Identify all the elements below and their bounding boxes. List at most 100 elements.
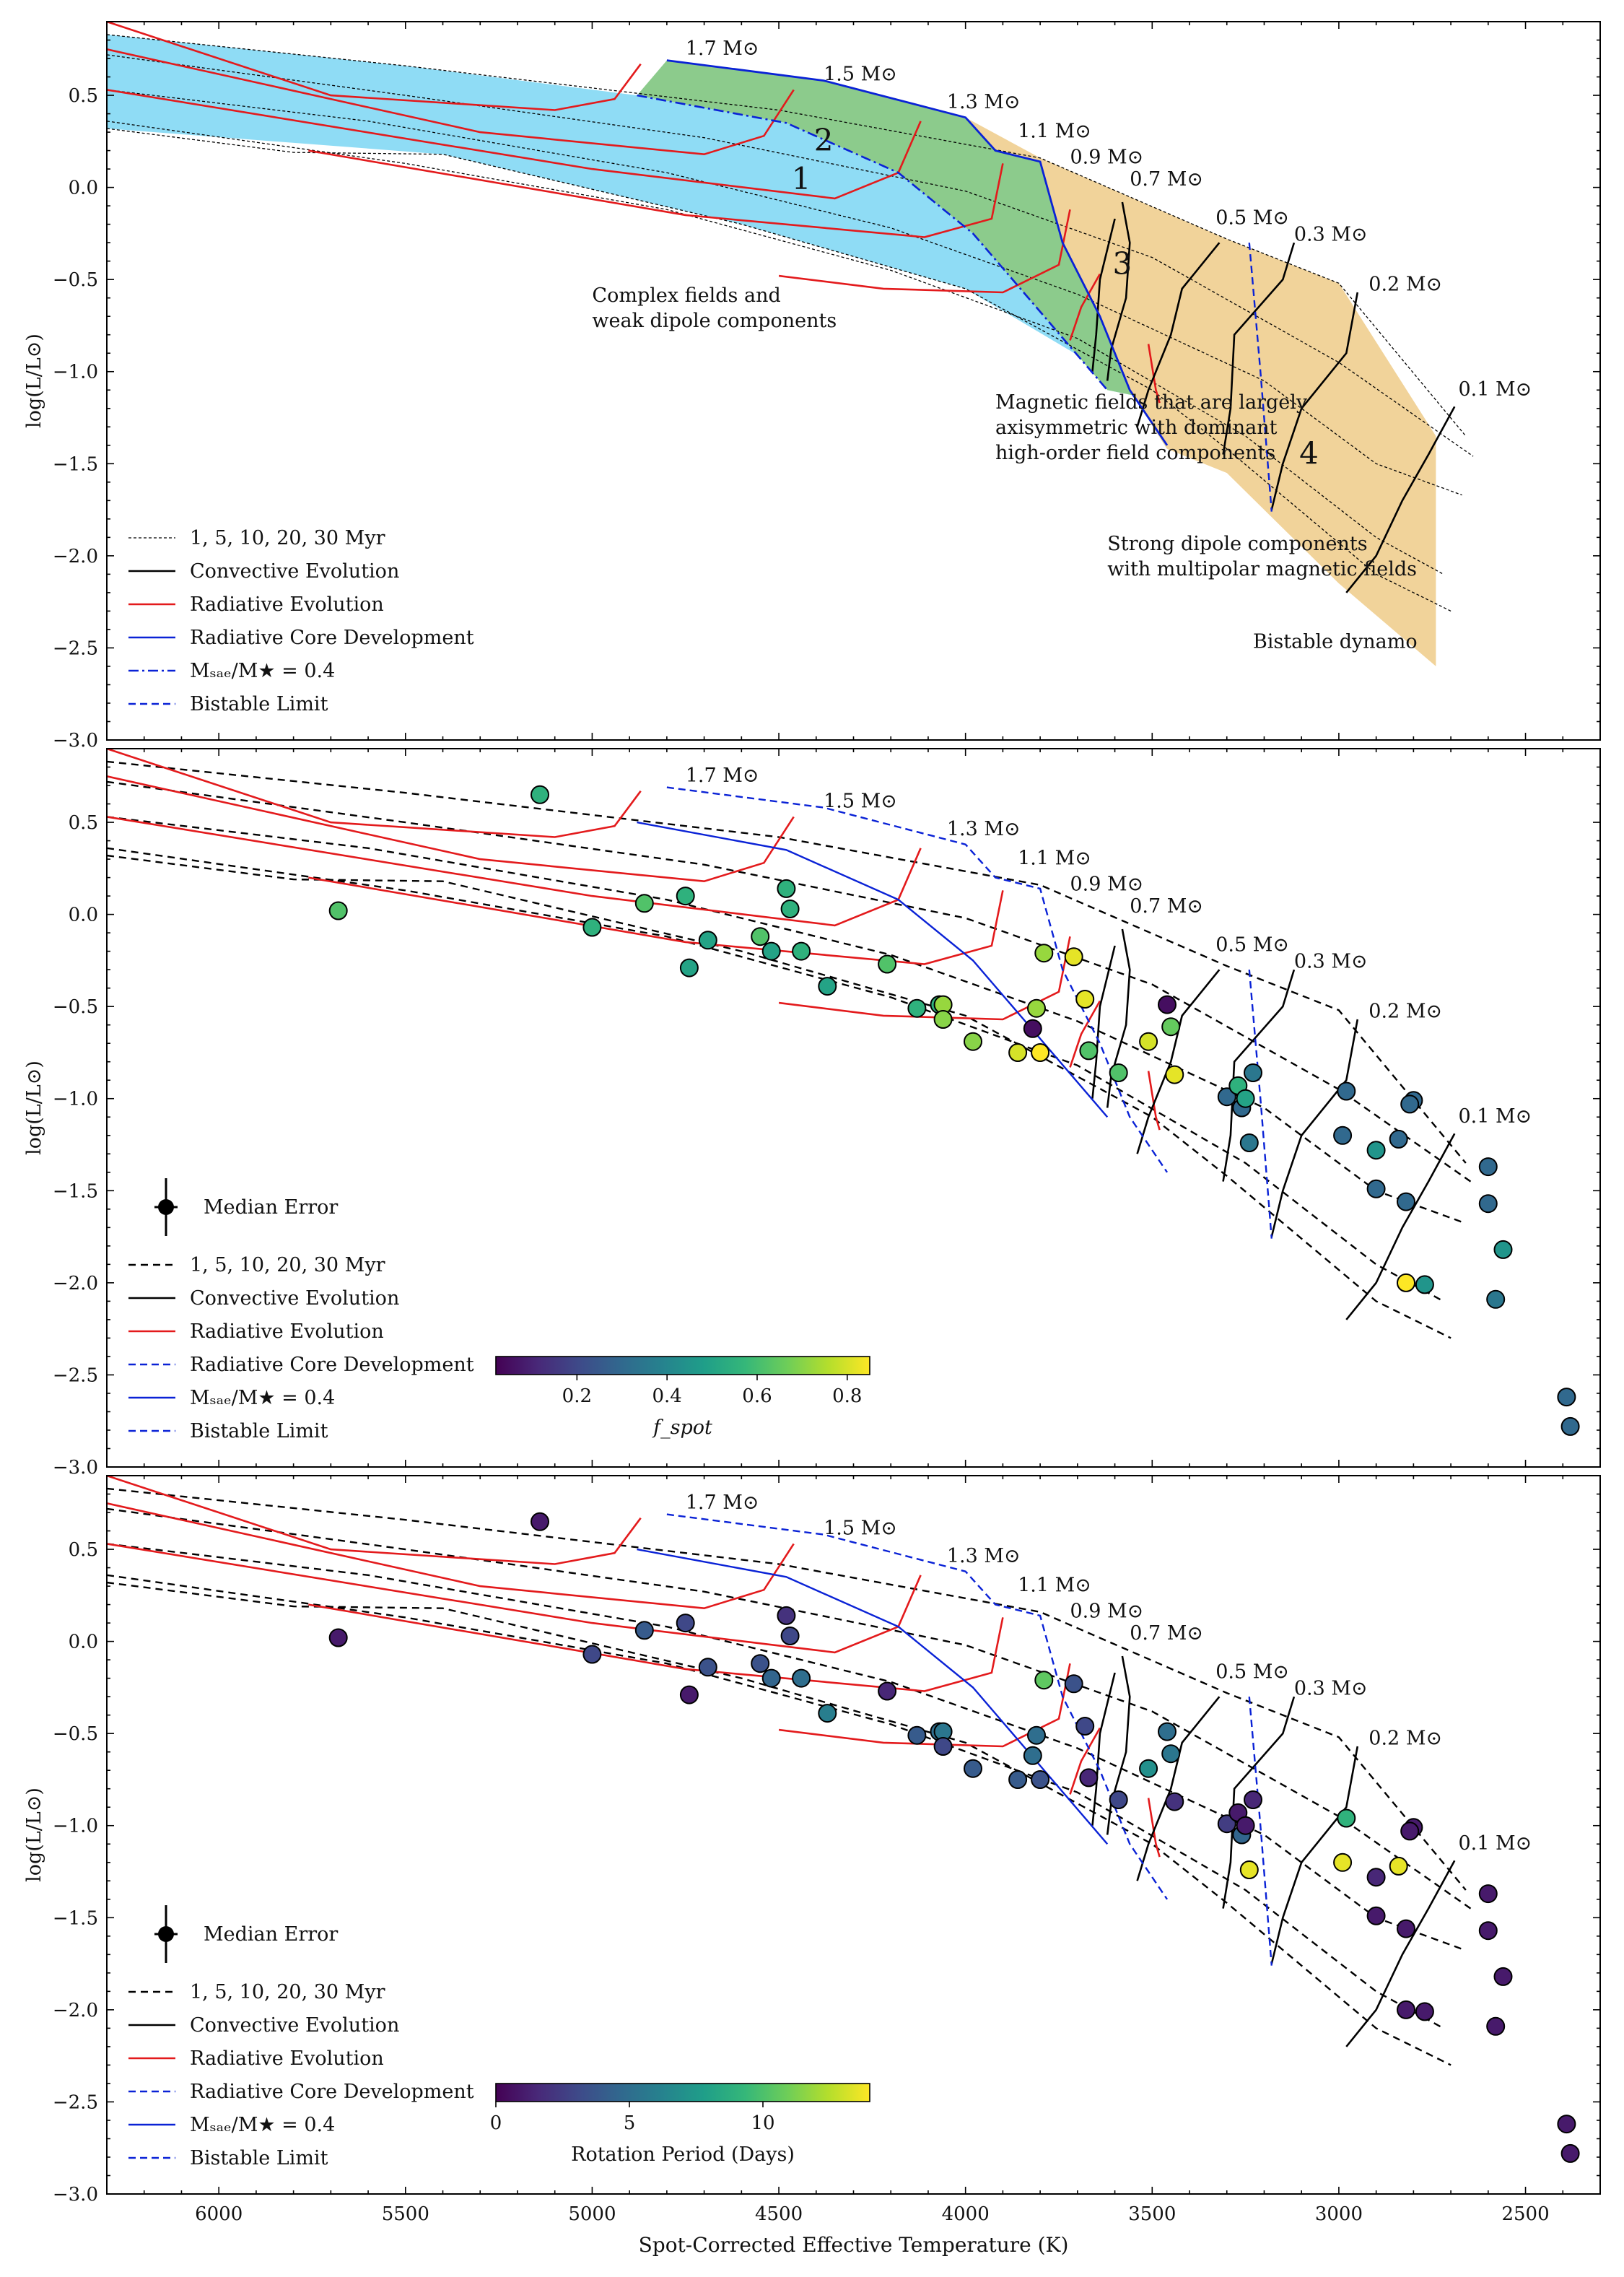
isochrone-1 <box>107 34 1467 437</box>
legend-label: 1, 5, 10, 20, 30 Myr <box>190 527 385 549</box>
legend: 1, 5, 10, 20, 30 Myr Convective Evolution… <box>128 1981 474 2169</box>
isochrone-4 <box>107 847 1444 1302</box>
bistable-limit-line <box>1248 970 1272 1239</box>
mass-label: 1.3 M⊙ <box>947 818 1021 840</box>
star-point <box>582 918 602 937</box>
mass-label: 0.1 M⊙ <box>1458 1105 1532 1128</box>
mass-label: 0.7 M⊙ <box>1130 1622 1203 1645</box>
radiative-track-1 <box>107 22 642 111</box>
x-tick-label: 3000 <box>1315 2203 1363 2225</box>
radiative-track-6 <box>1069 273 1101 341</box>
star-point <box>1075 990 1095 1009</box>
annotation-line: weak dipole components <box>592 310 837 332</box>
star-point <box>1079 1041 1099 1061</box>
bistable-limit-line <box>1248 1697 1272 1966</box>
convective-track-3 <box>1136 242 1221 427</box>
mrad-ratio-line <box>637 94 1109 391</box>
mass-label: 1.1 M⊙ <box>1018 121 1091 143</box>
mass-label: 1.1 M⊙ <box>1018 848 1091 870</box>
convective-track-6 <box>1345 1133 1456 1320</box>
radiative-track-5 <box>778 936 1071 1021</box>
y-tick-label: −1.0 <box>53 362 98 383</box>
star-point <box>328 901 348 920</box>
region-label-1: 1 <box>792 161 811 196</box>
star-point <box>634 1621 654 1640</box>
annotation-line: high-order field components <box>995 442 1275 464</box>
star-point <box>818 977 837 996</box>
y-tick-label: −3.0 <box>53 2184 98 2206</box>
legend-label: Mₛₐₑ/M★ = 0.4 <box>190 2114 335 2136</box>
region-3-4-fill <box>965 117 1436 666</box>
star-point <box>1158 1722 1176 1741</box>
panel-2: 1.7 M⊙ 1.5 M⊙ 1.3 M⊙ 1.1 M⊙ 0.9 M⊙0.7 M⊙ 0.5 … <box>23 748 1601 1479</box>
star-point <box>907 1725 927 1745</box>
star-point <box>1397 1273 1415 1292</box>
y-tick-label: 0.5 <box>69 1539 98 1561</box>
legend-label: Convective Evolution <box>190 1287 399 1310</box>
star-point <box>777 1606 796 1625</box>
colorbar-tick-label: 0.2 <box>562 1385 592 1407</box>
star-point <box>907 998 927 1018</box>
star-point <box>1031 1770 1050 1789</box>
y-tick-label: 0.0 <box>69 1632 98 1653</box>
x-tick-label: 3500 <box>1128 2203 1176 2225</box>
annotation-line: Strong dipole components <box>1107 533 1367 555</box>
convective-track-6 <box>1345 406 1456 593</box>
radiative-track-4 <box>308 1603 1004 1692</box>
star-point <box>1236 1089 1255 1108</box>
star-point <box>1161 1017 1181 1037</box>
region-1-fill <box>107 34 1153 400</box>
star-point <box>1557 2115 1576 2134</box>
star-point <box>676 887 695 906</box>
mass-label: 0.9 M⊙ <box>1070 1600 1144 1622</box>
convective-track-4 <box>1222 969 1296 1182</box>
mass-label: 0.1 M⊙ <box>1458 378 1532 401</box>
radiative-track-3 <box>107 816 922 927</box>
y-tick-label: −2.0 <box>53 546 98 567</box>
legend-label: Radiative Core Development <box>190 1354 474 1376</box>
mass-label: 1.7 M⊙ <box>686 38 759 60</box>
colorbar-tick-label: 0.4 <box>652 1385 681 1407</box>
convective-track-4 <box>1222 242 1296 455</box>
convective-track-5 <box>1270 1019 1359 1237</box>
isochrone-1 <box>107 1487 1467 1891</box>
mass-label: 0.2 M⊙ <box>1368 1000 1442 1022</box>
star-point <box>531 1512 549 1531</box>
median-error-marker <box>158 1926 174 1942</box>
y-tick-label: 0.0 <box>69 178 98 199</box>
star-point <box>1244 1790 1262 1809</box>
star-point <box>1478 1157 1498 1177</box>
star-point <box>792 941 811 961</box>
y-tick-label: −2.5 <box>53 2091 98 2113</box>
legend-label: Radiative Evolution <box>190 1320 384 1343</box>
star-point <box>1389 1129 1408 1149</box>
y-tick-label: −0.5 <box>53 269 98 291</box>
star-point <box>1366 1906 1386 1925</box>
legend: 1, 5, 10, 20, 30 Myr Convective Evolution… <box>128 1254 474 1442</box>
star-point <box>1366 1868 1386 1887</box>
y-axis-label: log(L/L⊙) <box>23 334 45 428</box>
legend-label: Bistable Limit <box>190 1420 328 1442</box>
y-axis-label: log(L/L⊙) <box>23 1061 45 1155</box>
star-point <box>1023 1019 1042 1038</box>
star-point <box>1366 1179 1386 1198</box>
star-point <box>751 927 770 946</box>
colorbar <box>495 1356 870 1375</box>
star-point <box>1027 1725 1046 1745</box>
colorbar-tick-label: 0.8 <box>832 1385 862 1407</box>
colorbar-label: f_spot <box>652 1416 712 1439</box>
star-point <box>1397 1919 1415 1938</box>
y-tick-label: −2.0 <box>53 2000 98 2021</box>
legend-label: Mₛₐₑ/M★ = 0.4 <box>190 1387 335 1409</box>
median-error-marker <box>158 1199 174 1215</box>
mass-label: 0.5 M⊙ <box>1215 207 1289 230</box>
star-point <box>1397 1192 1415 1211</box>
convective-track-1 <box>1091 1672 1116 1826</box>
legend-label: Convective Evolution <box>190 2014 399 2037</box>
convective-track-4 <box>1222 1696 1296 1909</box>
x-axis-label: Spot-Corrected Effective Temperature (K) <box>639 2233 1069 2257</box>
star-point <box>751 1654 770 1673</box>
y-tick-label: 0.0 <box>69 905 98 926</box>
colorbar <box>495 2083 870 2102</box>
